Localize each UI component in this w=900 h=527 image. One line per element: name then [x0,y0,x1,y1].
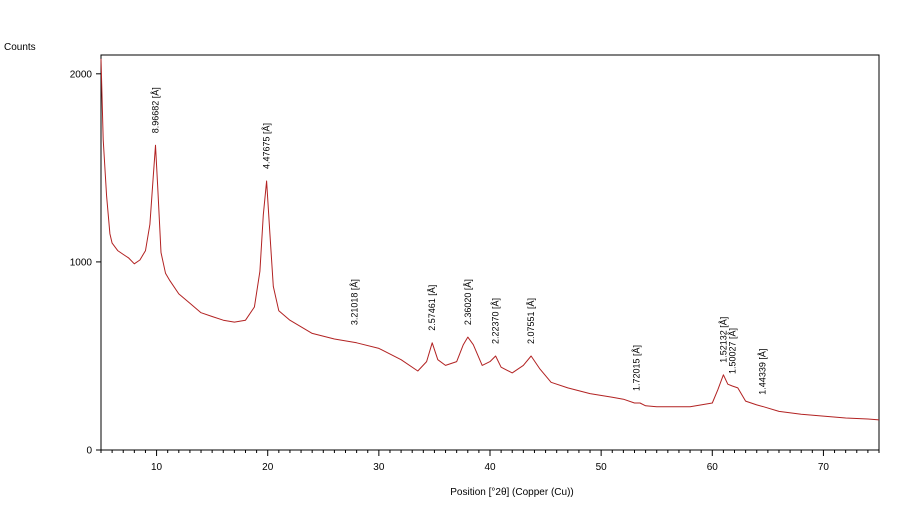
series-layer [100,58,880,421]
y-axis: 0 1000 2000 [70,69,101,457]
x-tick-label: 60 [707,462,719,473]
x-axis: 10 20 30 40 50 60 70 [100,450,880,473]
x-tick-label: 50 [596,462,608,473]
peak-label: 2.07551 [Å] [526,298,536,344]
peak-label: 1.72015 [Å] [632,345,642,391]
y-tick-label: 1000 [70,257,93,268]
y-tick-label: 2000 [70,69,93,80]
peak-labels: 8.96682 [Å] 4.47675 [Å] 3.21018 [Å] 2.57461… [151,87,768,394]
x-tick-label: 40 [484,462,496,473]
peak-label: 4.47675 [Å] [262,123,272,169]
peak-label: 2.36020 [Å] [463,279,473,325]
x-tick-label: 30 [373,462,385,473]
peak-label: 2.57461 [Å] [427,285,437,331]
x-axis-title: Position [°2θ] (Copper (Cu)) [450,487,574,498]
peak-label: 1.44339 [Å] [757,349,767,395]
x-tick-label: 70 [818,462,830,473]
y-tick-label: 0 [86,446,92,457]
peak-label: 1.50027 [Å] [727,328,737,374]
peak-label: 3.21018 [Å] [349,279,359,325]
y-axis-title: Counts [4,42,36,53]
x-tick-label: 20 [262,462,274,473]
diffraction-pattern-line [100,58,880,421]
x-tick-label: 10 [151,462,163,473]
peak-label: 2.22370 [Å] [491,298,501,344]
peak-label: 1.52132 [Å] [718,317,728,363]
peak-label: 8.96682 [Å] [151,87,161,133]
